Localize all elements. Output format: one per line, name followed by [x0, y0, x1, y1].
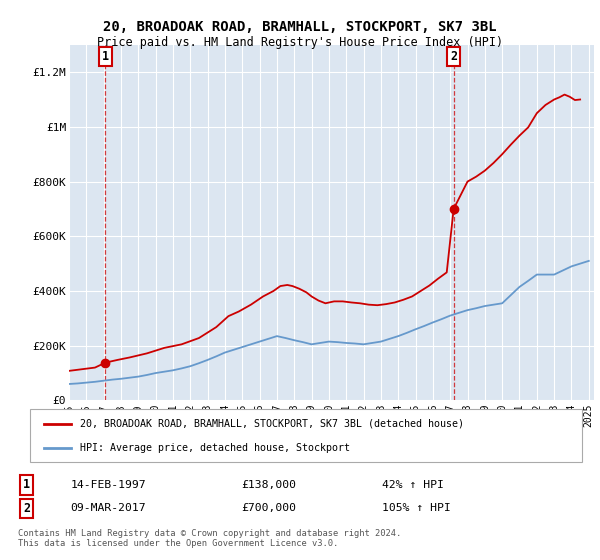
Text: Price paid vs. HM Land Registry's House Price Index (HPI): Price paid vs. HM Land Registry's House … — [97, 36, 503, 49]
Text: 42% ↑ HPI: 42% ↑ HPI — [382, 480, 444, 490]
FancyBboxPatch shape — [30, 409, 582, 462]
Text: 105% ↑ HPI: 105% ↑ HPI — [382, 503, 451, 514]
Text: HPI: Average price, detached house, Stockport: HPI: Average price, detached house, Stoc… — [80, 442, 350, 452]
Text: 2: 2 — [450, 50, 457, 63]
Text: £700,000: £700,000 — [241, 503, 296, 514]
Text: 1: 1 — [102, 50, 109, 63]
Text: £138,000: £138,000 — [241, 480, 296, 490]
Text: 1: 1 — [23, 478, 30, 492]
Text: 20, BROADOAK ROAD, BRAMHALL, STOCKPORT, SK7 3BL (detached house): 20, BROADOAK ROAD, BRAMHALL, STOCKPORT, … — [80, 419, 464, 429]
Text: 20, BROADOAK ROAD, BRAMHALL, STOCKPORT, SK7 3BL: 20, BROADOAK ROAD, BRAMHALL, STOCKPORT, … — [103, 20, 497, 34]
Text: 09-MAR-2017: 09-MAR-2017 — [71, 503, 146, 514]
Text: 14-FEB-1997: 14-FEB-1997 — [71, 480, 146, 490]
Text: 2: 2 — [23, 502, 30, 515]
Text: Contains HM Land Registry data © Crown copyright and database right 2024.
This d: Contains HM Land Registry data © Crown c… — [18, 529, 401, 548]
